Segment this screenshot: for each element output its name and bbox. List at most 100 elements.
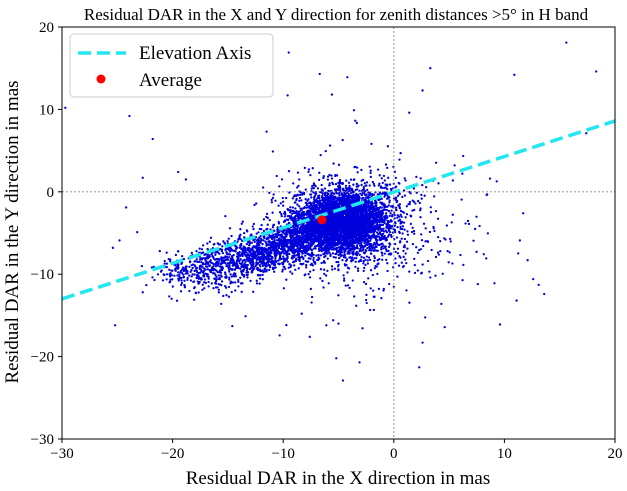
scatter-point <box>356 242 360 245</box>
scatter-point <box>335 202 339 205</box>
scatter-point <box>311 214 314 217</box>
scatter-point <box>346 236 349 240</box>
scatter-point <box>411 226 414 229</box>
scatter-point <box>305 202 308 205</box>
scatter-point <box>267 240 270 243</box>
scatter-point <box>176 271 180 274</box>
scatter-point <box>278 262 281 265</box>
chart-title: Residual DAR in the X and Y direction fo… <box>84 5 589 24</box>
scatter-point <box>337 204 340 208</box>
scatter-point <box>334 256 337 259</box>
scatter-point <box>206 256 210 260</box>
scatter-point <box>274 257 277 260</box>
scatter-point <box>175 299 179 302</box>
scatter-point <box>345 179 348 182</box>
scatter-point <box>301 193 304 196</box>
scatter-point <box>293 255 296 259</box>
scatter-point <box>259 237 263 241</box>
scatter-point <box>274 232 277 236</box>
scatter-point <box>363 238 366 241</box>
scatter-point <box>323 187 327 190</box>
scatter-point <box>369 239 372 242</box>
scatter-point <box>237 266 240 270</box>
scatter-point <box>300 225 303 228</box>
scatter-point <box>383 216 386 219</box>
scatter-point <box>363 181 366 185</box>
scatter-point <box>293 264 296 267</box>
scatter-point <box>327 244 331 247</box>
scatter-point <box>375 211 379 214</box>
scatter-point <box>296 213 299 217</box>
scatter-point <box>338 234 341 237</box>
scatter-point <box>207 277 210 280</box>
scatter-point <box>290 256 293 260</box>
scatter-point <box>294 232 297 236</box>
scatter-point <box>228 256 231 259</box>
scatter-point <box>387 229 391 232</box>
scatter-point <box>290 209 293 212</box>
scatter-point <box>274 266 277 269</box>
scatter-point <box>328 182 331 185</box>
scatter-point <box>298 235 301 238</box>
scatter-point <box>376 193 380 196</box>
scatter-point <box>342 197 345 201</box>
scatter-point <box>246 263 249 267</box>
scatter-point <box>288 191 291 194</box>
scatter-point <box>140 264 144 268</box>
scatter-point <box>330 209 333 213</box>
scatter-point <box>406 230 409 233</box>
scatter-point <box>387 209 391 213</box>
scatter-point <box>369 201 372 204</box>
scatter-point <box>169 258 172 261</box>
scatter-point <box>388 214 391 218</box>
scatter-point <box>309 204 312 208</box>
scatter-point <box>310 255 313 258</box>
scatter-point <box>280 213 283 216</box>
scatter-point <box>337 181 340 184</box>
scatter-point <box>347 199 351 203</box>
scatter-point <box>339 188 342 192</box>
scatter-point <box>362 207 365 210</box>
scatter-point <box>225 294 228 297</box>
scatter-point <box>293 226 296 229</box>
scatter-point <box>295 211 298 214</box>
scatter-point <box>294 228 297 231</box>
scatter-point <box>220 280 224 283</box>
scatter-point <box>369 175 373 179</box>
scatter-point <box>315 235 318 238</box>
scatter-point <box>375 242 378 245</box>
scatter-point <box>275 236 279 239</box>
scatter-point <box>383 195 386 198</box>
scatter-point <box>314 200 318 203</box>
plot-area <box>61 27 616 439</box>
scatter-point <box>296 203 299 206</box>
scatter-point <box>257 255 260 259</box>
scatter-point <box>338 237 342 240</box>
scatter-point <box>250 265 253 269</box>
scatter-point <box>326 175 330 178</box>
scatter-point <box>292 244 295 247</box>
scatter-point <box>388 183 392 186</box>
scatter-point <box>277 222 281 225</box>
scatter-point <box>352 194 356 197</box>
scatter-point <box>329 194 332 198</box>
scatter-point <box>364 211 367 215</box>
scatter-point <box>228 276 231 279</box>
scatter-point <box>292 238 295 241</box>
scatter-point <box>384 212 388 215</box>
scatter-point <box>399 225 402 228</box>
scatter-point <box>230 249 233 252</box>
scatter-point <box>377 232 380 236</box>
scatter-point <box>317 253 320 257</box>
scatter-point <box>344 184 348 188</box>
scatter-point <box>221 245 224 248</box>
scatter-point <box>262 229 266 233</box>
scatter-point <box>308 201 311 205</box>
scatter-point <box>317 231 320 234</box>
scatter-point <box>296 224 300 227</box>
scatter-point <box>311 210 314 214</box>
scatter-point <box>334 182 338 186</box>
scatter-point <box>239 267 242 271</box>
scatter-point <box>227 295 231 298</box>
scatter-point <box>314 209 317 213</box>
